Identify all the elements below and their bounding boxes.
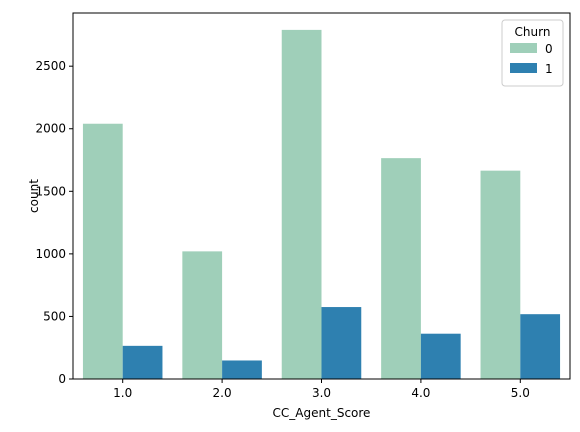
x-tick-label: 5.0 — [511, 386, 530, 400]
bar-2.0-churn-1 — [222, 360, 262, 379]
bar-3.0-churn-1 — [321, 307, 362, 379]
y-tick-label: 500 — [43, 309, 66, 323]
legend-label-1: 1 — [545, 62, 553, 76]
y-tick-label: 1000 — [35, 247, 66, 261]
bar-2.0-churn-0 — [182, 251, 223, 379]
y-axis-ticks: 0 500 1000 1500 2000 2500 — [35, 59, 73, 386]
y-tick-label: 0 — [58, 372, 66, 386]
y-tick-label: 1500 — [35, 184, 66, 198]
bar-5.0-churn-0 — [480, 170, 521, 379]
bar-5.0-churn-1 — [520, 314, 561, 379]
x-tick-label: 3.0 — [312, 386, 331, 400]
bars-group — [82, 29, 561, 380]
legend: Churn 01 — [501, 19, 564, 87]
bar-4.0-churn-0 — [381, 158, 421, 379]
legend-swatch-1 — [510, 63, 537, 73]
x-tick-label: 1.0 — [113, 386, 132, 400]
x-axis-ticks: 1.0 2.0 3.0 4.0 5.0 — [113, 379, 530, 400]
legend-label-0: 0 — [545, 42, 553, 56]
x-axis-label: CC_Agent_Score — [273, 406, 371, 420]
legend-swatch-0 — [510, 43, 537, 53]
bar-1.0-churn-0 — [82, 123, 123, 379]
bar-4.0-churn-1 — [420, 333, 461, 379]
y-tick-label: 2500 — [35, 59, 66, 73]
plot-frame — [72, 12, 571, 380]
x-tick-label: 2.0 — [213, 386, 232, 400]
y-tick-label: 2000 — [35, 122, 66, 136]
legend-title: Churn — [515, 25, 551, 39]
bar-3.0-churn-0 — [281, 29, 322, 380]
x-tick-label: 4.0 — [411, 386, 430, 400]
legend-items: 01 — [510, 42, 553, 76]
bar-1.0-churn-1 — [122, 345, 163, 379]
y-axis-label: count — [27, 179, 41, 213]
